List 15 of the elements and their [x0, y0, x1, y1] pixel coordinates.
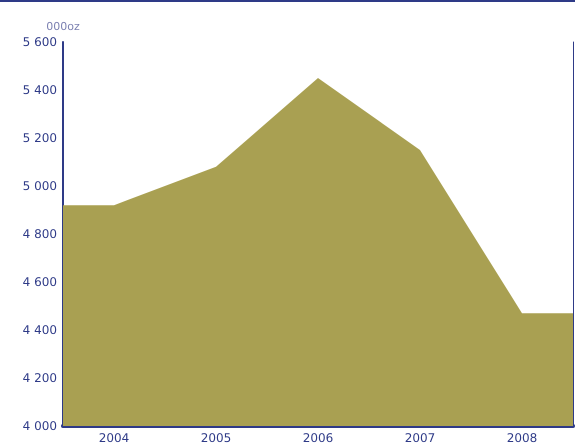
y-tick-label: 4 800: [22, 227, 57, 241]
y-axis-title: 000oz: [46, 20, 80, 33]
y-tick-label: 5 000: [22, 179, 57, 193]
x-tick-label: 2006: [302, 431, 334, 445]
x-tick-label: 2004: [98, 431, 130, 445]
x-tick-label: 2008: [506, 431, 538, 445]
y-tick-label: 5 200: [22, 131, 57, 145]
x-tick-label: 2005: [200, 431, 232, 445]
y-tick-label: 4 600: [22, 275, 57, 289]
y-tick-label: 5 400: [22, 83, 57, 97]
y-tick-label: 4 200: [22, 371, 57, 385]
y-tick-label: 4 400: [22, 323, 57, 337]
x-tick-label: 2007: [404, 431, 436, 445]
y-tick-label: 4 000: [22, 419, 57, 433]
y-tick-label: 5 600: [22, 35, 57, 49]
